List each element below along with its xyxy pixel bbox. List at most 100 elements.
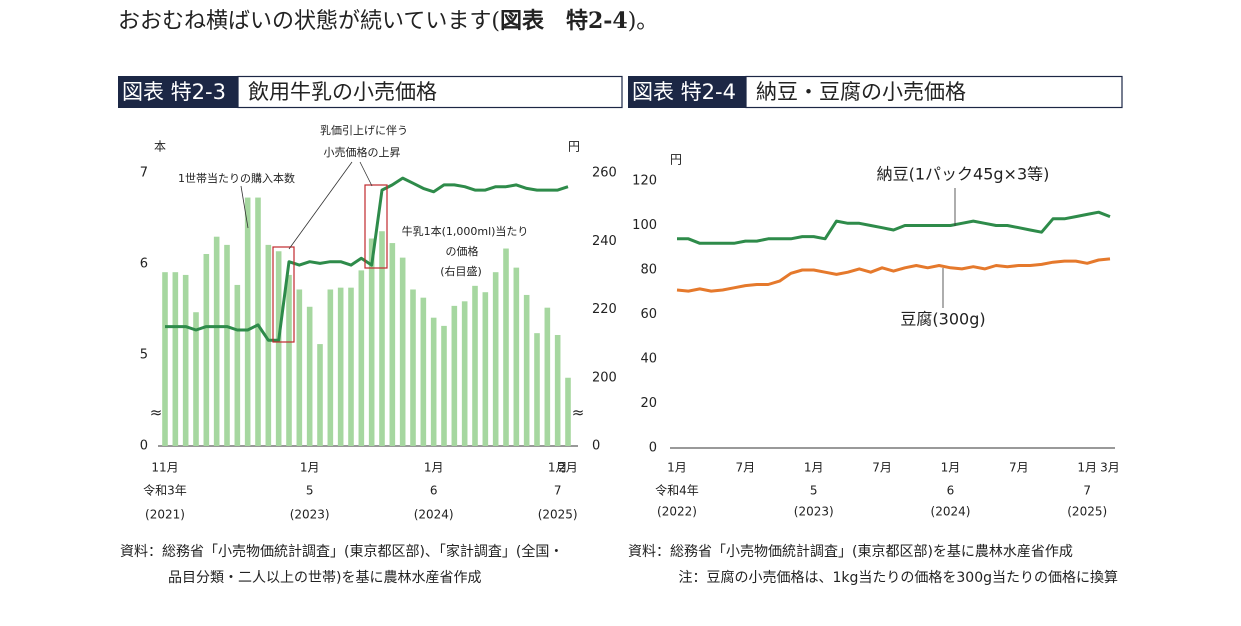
bar bbox=[430, 317, 437, 446]
bar bbox=[472, 285, 478, 446]
x-tick-label: 1月 bbox=[1077, 461, 1097, 475]
series-label: 納豆(1パック45g×3等) bbox=[877, 165, 1050, 184]
bar bbox=[255, 197, 261, 446]
y2-tick-label: 200 bbox=[592, 370, 617, 385]
x-tick-label: 1月 bbox=[941, 461, 961, 475]
figure-number: 図表 特2-4 bbox=[632, 80, 736, 104]
bar bbox=[182, 274, 189, 446]
bar bbox=[286, 274, 292, 446]
figure-number-box bbox=[628, 76, 746, 108]
y-unit: 円 bbox=[670, 153, 682, 167]
y-tick-label: 120 bbox=[632, 174, 657, 189]
y-tick-label: 0 bbox=[649, 441, 657, 456]
bar bbox=[441, 325, 447, 446]
x-tick-label: 7月 bbox=[872, 461, 892, 475]
x-tick-label: 1月 bbox=[424, 461, 444, 475]
bar bbox=[296, 289, 303, 446]
series-line bbox=[165, 176, 569, 342]
figure-number: 図表 特2-3 bbox=[122, 80, 226, 104]
bar bbox=[565, 377, 571, 446]
leader-line bbox=[288, 161, 353, 250]
x-tick-label: 7 bbox=[1083, 484, 1091, 498]
x-tick-label: 令和3年 bbox=[143, 483, 187, 498]
leader-line bbox=[359, 161, 373, 187]
axis-break: ≈ bbox=[150, 404, 163, 422]
y-tick-label: 0 bbox=[140, 439, 148, 454]
annotation: 小売価格の上昇 bbox=[324, 145, 401, 159]
bar bbox=[317, 344, 323, 446]
title-box bbox=[237, 75, 623, 109]
bar bbox=[451, 305, 458, 446]
bar bbox=[244, 197, 251, 446]
bar bbox=[420, 297, 427, 446]
x-tick-label: (2024) bbox=[931, 505, 971, 519]
source-note: 資料：総務省「小売物価統計調査」(東京都区部)を基に農林水産省作成 bbox=[628, 543, 1073, 560]
series-label: の価格 bbox=[446, 244, 479, 258]
bar bbox=[482, 292, 489, 446]
bar bbox=[348, 287, 354, 446]
source-note: 資料：総務省「小売物価統計調査」(東京都区部)、「家計調査」(全国・ bbox=[120, 543, 563, 560]
x-tick-label: 6 bbox=[947, 484, 955, 498]
bar bbox=[492, 272, 499, 446]
bar bbox=[503, 248, 509, 446]
series-line bbox=[677, 210, 1111, 245]
bar bbox=[275, 251, 282, 446]
x-tick-label: 5 bbox=[810, 484, 818, 498]
series-line bbox=[676, 257, 1111, 293]
x-tick-label: (2022) bbox=[657, 505, 697, 519]
bar bbox=[337, 287, 344, 446]
x-tick-label: 令和4年 bbox=[655, 483, 699, 498]
y2-unit: 円 bbox=[568, 140, 580, 154]
bar bbox=[203, 253, 210, 446]
chart-title: 飲用牛乳の小売価格 bbox=[248, 80, 437, 104]
bar bbox=[368, 238, 375, 446]
bar bbox=[554, 334, 561, 446]
y-tick-label: 100 bbox=[632, 218, 657, 233]
leader-line bbox=[240, 185, 249, 229]
intro-part: )。 bbox=[628, 9, 659, 34]
highlight-box bbox=[364, 184, 388, 269]
chart-title: 納豆・豆腐の小売価格 bbox=[756, 80, 966, 104]
bar bbox=[358, 270, 365, 446]
y-tick-label: 20 bbox=[640, 396, 657, 411]
x-tick-label: 1月 bbox=[548, 461, 568, 475]
highlight-box bbox=[272, 246, 295, 343]
bar bbox=[265, 244, 272, 446]
y-tick-label: 6 bbox=[140, 257, 148, 272]
source-note: 品目分類・二人以上の世帯)を基に農林水産省作成 bbox=[168, 569, 481, 586]
bar bbox=[399, 257, 406, 446]
y-tick-label: 40 bbox=[640, 352, 657, 367]
x-tick-label: (2025) bbox=[538, 508, 578, 522]
x-tick-label: (2021) bbox=[145, 508, 185, 522]
bar bbox=[379, 231, 385, 446]
x-tick-label: 1月 bbox=[804, 461, 824, 475]
y2-tick-label: 0 bbox=[592, 439, 600, 454]
bar bbox=[523, 294, 530, 446]
bar bbox=[213, 236, 220, 446]
x-tick-label: 7月 bbox=[736, 461, 756, 475]
intro-part: おおむね横ばいの状態が続いています( bbox=[118, 9, 500, 34]
y2-tick-label: 240 bbox=[592, 234, 617, 249]
y-tick-label: 5 bbox=[140, 348, 148, 363]
x-tick-label: (2024) bbox=[414, 508, 454, 522]
x-tick-label: 3月 bbox=[1100, 461, 1120, 475]
bar bbox=[544, 307, 551, 446]
y2-tick-label: 260 bbox=[592, 166, 617, 181]
series-label: 1世帯当たりの購入本数 bbox=[178, 171, 295, 185]
series-label: (右目盛) bbox=[440, 264, 482, 278]
bar bbox=[224, 244, 230, 446]
intro-text: おおむね横ばいの状態が続いています(図表 特2-4)。 bbox=[118, 8, 658, 34]
y-tick-label: 80 bbox=[640, 263, 657, 278]
bar bbox=[234, 284, 241, 446]
y-unit: 本 bbox=[154, 140, 166, 154]
title-box bbox=[745, 75, 1123, 109]
x-tick-label: (2023) bbox=[290, 508, 330, 522]
x-tick-label: (2023) bbox=[794, 505, 834, 519]
y2-tick-label: 220 bbox=[592, 302, 617, 317]
series-label: 豆腐(300g) bbox=[900, 310, 985, 329]
x-tick-label: 2月 bbox=[558, 461, 578, 475]
series-label: 牛乳1本(1,000ml)当たり bbox=[402, 224, 529, 238]
x-tick-label: 1月 bbox=[300, 461, 320, 475]
